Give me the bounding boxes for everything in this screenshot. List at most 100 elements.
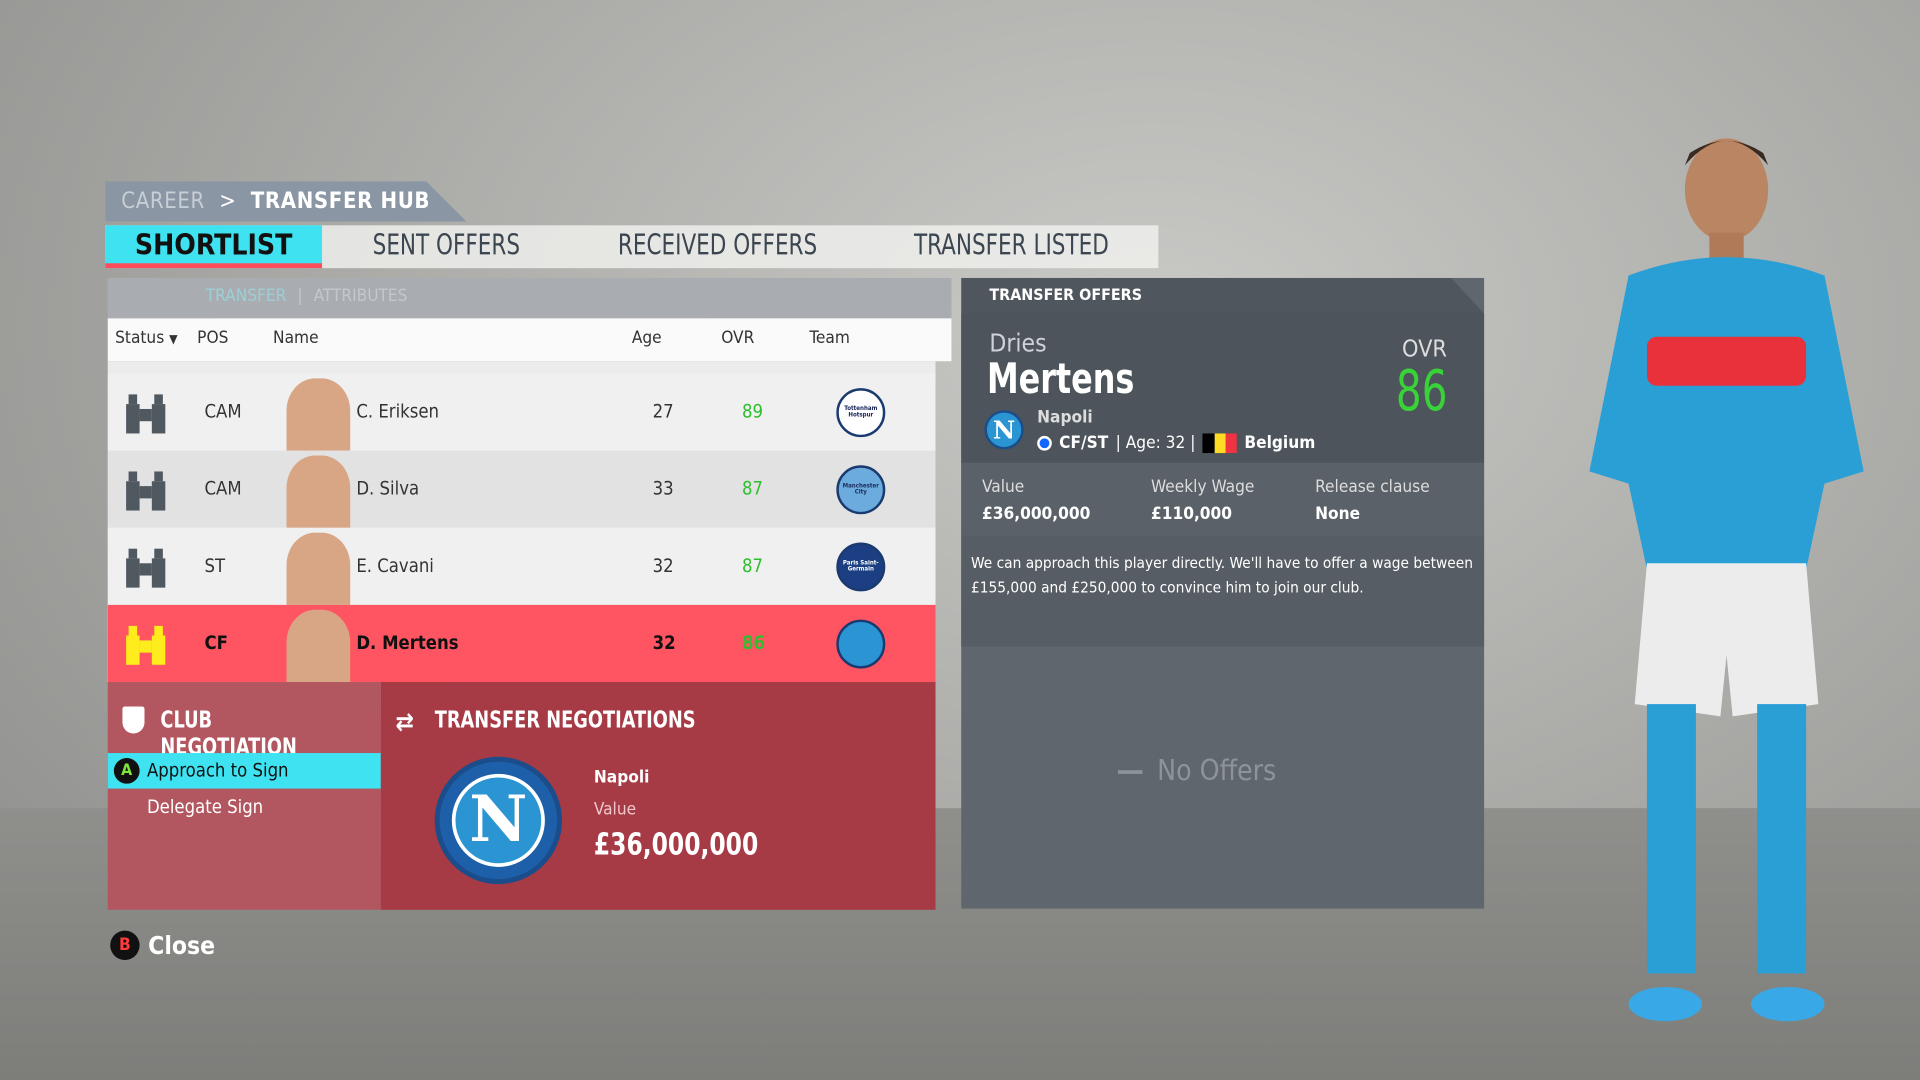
b-button-icon: B [110, 930, 140, 961]
tab-received-offers[interactable]: RECEIVED OFFERS [617, 230, 818, 263]
shortlist-table: CAM C. Eriksen 27 89 Tottenham Hotspur C… [107, 361, 936, 683]
napoli-crest-icon: N [984, 410, 1024, 450]
negotiation-value-label: Value [593, 799, 637, 820]
team-crest-icon: Tottenham Hotspur [836, 388, 886, 438]
team-crest-lettering: Manchester City [842, 482, 880, 496]
position-dot-icon [1037, 435, 1052, 451]
team-crest-icon: Paris Saint-Germain [836, 542, 886, 592]
player-model-image [1589, 138, 1864, 1022]
player-name: C. Eriksen [356, 400, 440, 423]
player-pos: ST [204, 554, 226, 577]
belgium-flag-icon [1202, 433, 1238, 454]
binoculars-icon[interactable] [125, 548, 167, 588]
player-pos: CF [204, 631, 228, 654]
tab-shortlist[interactable]: SHORTLIST [105, 225, 323, 269]
player-ovr: 87 [742, 477, 764, 500]
ovr-label: OVR [1402, 335, 1447, 363]
tab-transfer-listed[interactable]: TRANSFER LISTED [914, 230, 1109, 263]
wage-label: Weekly Wage [1151, 477, 1255, 498]
player-name: E. Cavani [356, 554, 434, 577]
close-label: Close [148, 930, 216, 961]
table-row[interactable]: CAM C. Eriksen 27 89 Tottenham Hotspur [107, 373, 936, 451]
subtab-bar: TRANSFER | ATTRIBUTES [107, 277, 952, 319]
player-face-image [286, 532, 351, 605]
napoli-crest-logo: N [434, 756, 563, 885]
player-nation: Belgium [1244, 433, 1316, 454]
player-pos: CAM [204, 400, 242, 423]
table-row-selected[interactable]: CF D. Mertens 32 86 [107, 604, 936, 683]
approach-description: We can approach this player directly. We… [961, 536, 1485, 647]
no-offers-label: No Offers [1157, 755, 1277, 788]
chevron-right-icon: > [219, 188, 237, 215]
value-label: Value [982, 477, 1025, 498]
player-ovr: 86 [742, 631, 766, 654]
player-ovr: 87 [742, 554, 764, 577]
release-label: Release clause [1315, 477, 1430, 498]
swap-arrows-icon: ⇄ [395, 706, 414, 736]
player-card: Dries Mertens OVR 86 N Napoli CF/ST | Ag… [961, 313, 1485, 463]
team-crest-icon [836, 619, 886, 669]
column-pos[interactable]: POS [197, 328, 229, 348]
divider: | [297, 286, 303, 307]
value-amount: £36,000,000 [982, 504, 1091, 525]
subtab-attributes[interactable]: ATTRIBUTES [313, 286, 408, 307]
transfer-offers-panel: TRANSFER OFFERS Dries Mertens OVR 86 N N… [961, 277, 1485, 909]
player-positions: CF/ST [1059, 433, 1109, 454]
column-name[interactable]: Name [273, 328, 319, 348]
team-crest-lettering: Tottenham Hotspur [844, 405, 878, 419]
column-status-label: Status [115, 328, 165, 348]
team-crest-lettering: Paris Saint-Germain [842, 559, 879, 574]
player-pos: CAM [204, 477, 242, 500]
club-negotiation-panel: CLUB NEGOTIATION A Approach to Sign Dele… [107, 682, 381, 910]
player-age: 32 [652, 631, 676, 654]
player-ovr: 89 [742, 400, 764, 423]
binoculars-icon[interactable] [125, 394, 167, 434]
player-name: D. Silva [356, 477, 420, 500]
subtab-transfer[interactable]: TRANSFER [205, 286, 287, 307]
player-age: | Age: 32 | [1115, 433, 1196, 454]
column-team[interactable]: Team [809, 328, 850, 348]
sort-down-icon: ▼ [169, 333, 178, 347]
tab-sent-offers[interactable]: SENT OFFERS [372, 230, 520, 263]
breadcrumb-transfer-hub: TRANSFER HUB [250, 188, 431, 215]
table-row[interactable]: CAM D. Silva 33 87 Manchester City [107, 450, 936, 528]
column-status[interactable]: Status ▼ [115, 318, 178, 360]
release-amount: None [1315, 504, 1361, 525]
transfer-offers-title: TRANSFER OFFERS [961, 277, 1485, 314]
table-header: Status ▼ POS Name Age OVR Team [107, 318, 952, 362]
player-last-name: Mertens [986, 355, 1135, 405]
binoculars-icon[interactable] [125, 471, 167, 511]
breadcrumb-career[interactable]: CAREER [121, 188, 205, 215]
contract-values: Value £36,000,000 Weekly Wage £110,000 R… [961, 462, 1485, 537]
no-offers-message: No Offers [1117, 755, 1277, 788]
binoculars-icon[interactable] [125, 625, 167, 665]
tab-bar: SHORTLIST SENT OFFERS RECEIVED OFFERS TR… [105, 225, 1159, 269]
player-info-line: CF/ST | Age: 32 | Belgium [1037, 433, 1316, 454]
breadcrumb: CAREER > TRANSFER HUB [105, 181, 467, 222]
player-first-name: Dries [989, 328, 1047, 358]
shield-icon [122, 706, 145, 734]
player-ovr: 86 [1395, 357, 1448, 424]
player-face-image [286, 609, 351, 683]
delegate-sign-option[interactable]: Delegate Sign [146, 795, 264, 818]
dash-icon [1117, 769, 1143, 774]
player-name: D. Mertens [356, 631, 459, 654]
player-age: 33 [652, 477, 674, 500]
crest-letter: N [451, 773, 545, 867]
column-age[interactable]: Age [631, 328, 662, 348]
option-label: Approach to Sign [146, 759, 289, 782]
approach-to-sign-option[interactable]: A Approach to Sign [107, 753, 381, 789]
transfer-negotiations-title: TRANSFER NEGOTIATIONS [434, 706, 696, 734]
player-face-image [286, 378, 351, 451]
negotiation-value: £36,000,000 [593, 826, 759, 863]
close-button[interactable]: B Close [110, 930, 216, 961]
a-button-icon: A [113, 757, 140, 784]
player-age: 27 [652, 400, 674, 423]
negotiation-club: Napoli [593, 767, 650, 788]
column-ovr[interactable]: OVR [721, 328, 755, 348]
player-club: Napoli [1037, 407, 1093, 428]
table-row[interactable]: ST E. Cavani 32 87 Paris Saint-Germain [107, 527, 936, 605]
wage-amount: £110,000 [1151, 504, 1233, 525]
player-age: 32 [652, 554, 674, 577]
